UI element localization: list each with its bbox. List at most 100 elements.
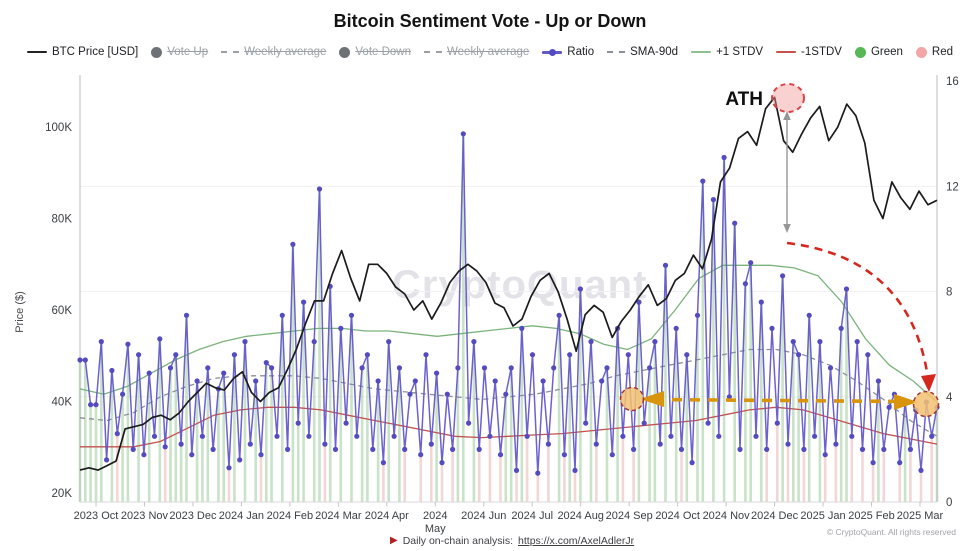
red-vote-bar [227, 467, 231, 502]
legend-item-ratio[interactable]: Ratio [542, 46, 594, 58]
x-axis-tick-label: 2024 Feb [267, 510, 313, 522]
legend-item-weekly-average-up[interactable]: Weekly average [221, 46, 326, 58]
ratio-marker [716, 433, 722, 439]
green-vote-bar [648, 367, 651, 502]
legend-item-minus1-stdv[interactable]: -1STDV [776, 46, 842, 58]
ratio-marker [364, 352, 370, 358]
red-vote-bar [882, 449, 886, 502]
ratio-marker [668, 433, 674, 439]
ratio-marker [721, 154, 727, 161]
y-axis-left-tick-label: 80K [52, 214, 73, 226]
ratio-marker [93, 402, 99, 408]
x-axis-tick-label: 2025 Jan [800, 510, 845, 522]
ratio-marker [631, 446, 637, 452]
red-vote-bar [909, 449, 912, 502]
green-vote-bar [100, 341, 103, 502]
green-vote-bar [366, 354, 369, 502]
ratio-marker [412, 378, 418, 384]
ratio-marker [593, 441, 599, 447]
ratio-marker [316, 186, 323, 192]
green-vote-bar [504, 394, 508, 502]
legend-item-red[interactable]: Red [915, 46, 953, 58]
green-vote-bar [807, 315, 811, 502]
red-vote-bar [323, 444, 327, 502]
ratio-marker [332, 446, 339, 452]
green-vote-bar [877, 381, 880, 502]
green-vote-bar [339, 328, 343, 502]
green-vote-bar [653, 341, 657, 502]
ratio-marker [769, 325, 775, 331]
vote-down-swatch-icon [339, 46, 351, 58]
ratio-marker [918, 467, 924, 473]
red-vote-bar [430, 444, 433, 502]
ratio-marker [535, 470, 541, 476]
red-vote-bar [419, 454, 422, 502]
green-vote-bar [89, 404, 92, 502]
ratio-marker [929, 433, 935, 439]
ratio-marker [881, 446, 887, 452]
green-vote-bar [291, 244, 295, 503]
ratio-marker [146, 370, 152, 376]
ratio-marker [396, 365, 402, 371]
ratio-marker [285, 446, 291, 452]
green-vote-bar [94, 404, 98, 502]
ratio-marker [231, 352, 237, 358]
ratio-marker [774, 420, 780, 426]
ratio-marker [178, 441, 184, 447]
red-vote-bar [515, 470, 518, 502]
red-vote-bar [116, 433, 119, 502]
x-axis-tick-label: 2024 Mar [315, 510, 362, 522]
ratio-marker [678, 446, 685, 452]
red-vote-bar [765, 449, 768, 502]
red-vote-bar [871, 462, 875, 502]
green-vote-bar [781, 275, 784, 502]
red-vote-bar [382, 462, 385, 502]
green-vote-bar [265, 362, 268, 502]
ratio-marker [636, 299, 642, 305]
ratio-marker [551, 365, 557, 371]
green-vote-bar [222, 373, 225, 502]
red-swatch-icon [915, 46, 927, 58]
red-vote-bar [776, 423, 779, 502]
copyright-note: © CryptoQuant. All rights reserved [826, 527, 956, 537]
y-axis-left-tick-label: 60K [52, 305, 73, 317]
legend-item-weekly-average-down[interactable]: Weekly average [424, 46, 529, 58]
ratio-marker [700, 178, 706, 184]
green-vote-bar [281, 315, 284, 502]
ratio-marker [402, 446, 408, 452]
ratio-marker [817, 339, 823, 345]
green-swatch-icon [854, 46, 866, 58]
green-vote-bar [674, 328, 678, 502]
red-vote-bar [595, 444, 598, 502]
legend: BTC Price [USD] Vote Up Weekly average Vote… [0, 46, 980, 58]
red-vote-bar [861, 449, 864, 502]
legend-item-btc-price-usd[interactable]: BTC Price [USD] [26, 46, 138, 58]
red-vote-bar [898, 462, 901, 502]
x-axis-tick-label: 2023 Nov [121, 510, 169, 522]
ratio-marker [189, 452, 195, 458]
ratio-marker [226, 465, 232, 471]
red-vote-bar [499, 454, 502, 502]
ratio-marker [599, 378, 605, 384]
legend-item-vote-down[interactable]: Vote Down [339, 46, 411, 58]
ratio-marker [625, 352, 631, 358]
ratio-marker [386, 339, 392, 345]
green-vote-bar [664, 265, 667, 502]
ratio-marker [471, 339, 477, 345]
green-vote-bar [568, 354, 571, 502]
analysis-link[interactable]: https://x.com/AxelAdlerJr [518, 535, 635, 547]
ratio-marker [210, 446, 216, 452]
legend-item-green[interactable]: Green [854, 46, 903, 58]
legend-item-vote-up[interactable]: Vote Up [151, 46, 208, 58]
ratio-marker [487, 433, 493, 439]
red-vote-bar [919, 470, 923, 502]
ratio-marker [354, 433, 360, 439]
ratio-marker [322, 441, 328, 447]
ratio-marker [306, 433, 312, 439]
ratio-marker [843, 286, 850, 292]
ratio-marker [237, 457, 243, 463]
legend-item-plus1-stdv[interactable]: +1 STDV [691, 46, 763, 58]
legend-item-sma-90d[interactable]: SMA-90d [607, 46, 678, 58]
ratio-marker [870, 460, 876, 466]
x-axis-tick-label: 2024 Sep [606, 510, 653, 522]
